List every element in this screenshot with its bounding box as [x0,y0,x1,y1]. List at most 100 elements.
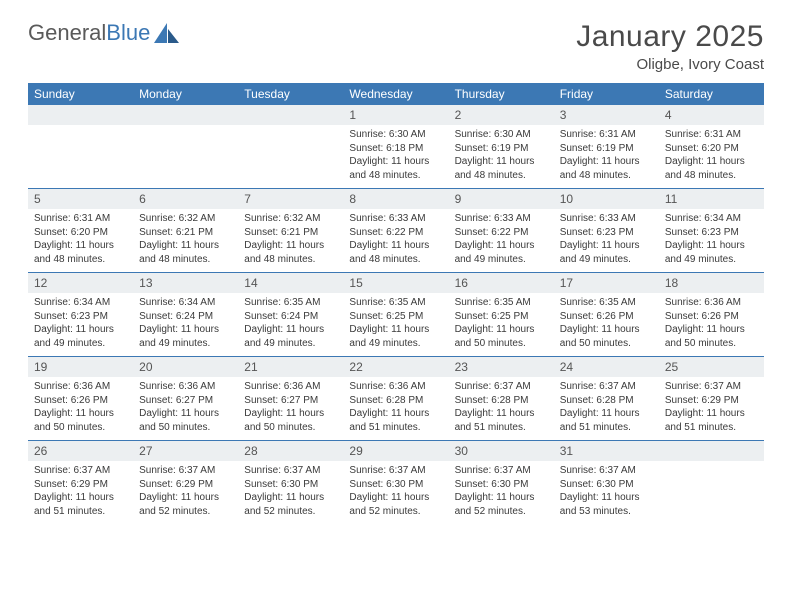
day-number-cell [133,105,238,125]
sunset-line: Sunset: 6:20 PM [665,142,758,156]
sunset-line: Sunset: 6:23 PM [34,310,127,324]
sunrise-line: Sunrise: 6:34 AM [139,296,232,310]
daylight-line: Daylight: 11 hours and 52 minutes. [349,491,442,518]
sunrise-line: Sunrise: 6:37 AM [560,380,653,394]
sunrise-line: Sunrise: 6:33 AM [349,212,442,226]
sunset-line: Sunset: 6:23 PM [560,226,653,240]
sunrise-line: Sunrise: 6:35 AM [244,296,337,310]
day-number-cell: 29 [343,441,448,462]
weekday-header: Thursday [449,83,554,105]
daylight-line: Daylight: 11 hours and 49 minutes. [560,239,653,266]
day-number-cell: 9 [449,189,554,210]
sunrise-line: Sunrise: 6:34 AM [34,296,127,310]
daylight-line: Daylight: 11 hours and 53 minutes. [560,491,653,518]
day-content-cell: Sunrise: 6:33 AMSunset: 6:22 PMDaylight:… [449,209,554,273]
weekday-header: Tuesday [238,83,343,105]
sunrise-line: Sunrise: 6:37 AM [139,464,232,478]
daylight-line: Daylight: 11 hours and 50 minutes. [560,323,653,350]
daylight-line: Daylight: 11 hours and 48 minutes. [455,155,548,182]
day-number-cell: 8 [343,189,448,210]
daylight-line: Daylight: 11 hours and 49 minutes. [455,239,548,266]
sunrise-line: Sunrise: 6:31 AM [34,212,127,226]
sunset-line: Sunset: 6:24 PM [139,310,232,324]
day-content-cell: Sunrise: 6:37 AMSunset: 6:29 PMDaylight:… [133,461,238,524]
sunset-line: Sunset: 6:29 PM [34,478,127,492]
day-content-cell: Sunrise: 6:35 AMSunset: 6:25 PMDaylight:… [449,293,554,357]
logo: GeneralBlue [28,20,180,46]
sunrise-line: Sunrise: 6:31 AM [560,128,653,142]
day-content-cell [28,125,133,189]
day-content-cell: Sunrise: 6:31 AMSunset: 6:20 PMDaylight:… [28,209,133,273]
sunset-line: Sunset: 6:25 PM [349,310,442,324]
sunrise-line: Sunrise: 6:36 AM [665,296,758,310]
sunset-line: Sunset: 6:19 PM [455,142,548,156]
sunrise-line: Sunrise: 6:37 AM [34,464,127,478]
daynum-row: 567891011 [28,189,764,210]
sunset-line: Sunset: 6:19 PM [560,142,653,156]
daynum-row: 1234 [28,105,764,125]
day-number-cell: 7 [238,189,343,210]
sunset-line: Sunset: 6:18 PM [349,142,442,156]
sunset-line: Sunset: 6:24 PM [244,310,337,324]
sunrise-line: Sunrise: 6:35 AM [560,296,653,310]
day-content-cell: Sunrise: 6:35 AMSunset: 6:24 PMDaylight:… [238,293,343,357]
daylight-line: Daylight: 11 hours and 49 minutes. [139,323,232,350]
daylight-line: Daylight: 11 hours and 48 minutes. [349,239,442,266]
sunrise-line: Sunrise: 6:37 AM [455,464,548,478]
day-number-cell: 31 [554,441,659,462]
sunrise-line: Sunrise: 6:37 AM [665,380,758,394]
sunrise-line: Sunrise: 6:34 AM [665,212,758,226]
day-content-cell: Sunrise: 6:34 AMSunset: 6:23 PMDaylight:… [659,209,764,273]
day-number-cell: 20 [133,357,238,378]
sunrise-line: Sunrise: 6:33 AM [560,212,653,226]
day-content-cell: Sunrise: 6:37 AMSunset: 6:30 PMDaylight:… [449,461,554,524]
weekday-header: Monday [133,83,238,105]
sunrise-line: Sunrise: 6:36 AM [349,380,442,394]
day-content-cell: Sunrise: 6:33 AMSunset: 6:23 PMDaylight:… [554,209,659,273]
day-content-cell: Sunrise: 6:36 AMSunset: 6:26 PMDaylight:… [28,377,133,441]
day-content-cell: Sunrise: 6:35 AMSunset: 6:25 PMDaylight:… [343,293,448,357]
sunset-line: Sunset: 6:30 PM [349,478,442,492]
sunset-line: Sunset: 6:23 PM [665,226,758,240]
content-row: Sunrise: 6:36 AM Sunset: 6:26 PMDaylight:… [28,377,764,441]
sunset-line: Sunset: 6:30 PM [455,478,548,492]
content-row: Sunrise: 6:34 AMSunset: 6:23 PMDaylight:… [28,293,764,357]
title-block: January 2025 Oligbe, Ivory Coast [576,20,764,73]
day-number-cell: 19 [28,357,133,378]
daylight-line: Daylight: 11 hours and 50 minutes. [34,407,127,434]
daylight-line: Daylight: 11 hours and 49 minutes. [34,323,127,350]
day-number-cell: 17 [554,273,659,294]
day-content-cell [238,125,343,189]
header: GeneralBlue January 2025 Oligbe, Ivory C… [28,20,764,73]
sunrise-line: Sunrise: 6:37 AM [349,464,442,478]
weekday-header: Wednesday [343,83,448,105]
sunset-line: Sunset: 6:26 PM [665,310,758,324]
day-content-cell: Sunrise: 6:37 AMSunset: 6:29 PMDaylight:… [659,377,764,441]
day-number-cell: 12 [28,273,133,294]
day-content-cell: Sunrise: 6:37 AMSunset: 6:28 PMDaylight:… [554,377,659,441]
sunset-line: Sunset: 6:26 PM [560,310,653,324]
weekday-header: Saturday [659,83,764,105]
daylight-line: Daylight: 11 hours and 48 minutes. [34,239,127,266]
daylight-line: Daylight: 11 hours and 48 minutes. [665,155,758,182]
day-number-cell: 1 [343,105,448,125]
daylight-line: Daylight: 11 hours and 49 minutes. [244,323,337,350]
day-content-cell: Sunrise: 6:32 AMSunset: 6:21 PMDaylight:… [133,209,238,273]
daylight-line: Daylight: 11 hours and 50 minutes. [455,323,548,350]
sunset-line: Sunset: 6:26 PM [34,394,127,408]
daynum-row: 12131415161718 [28,273,764,294]
sunrise-line: Sunrise: 6:36 AM [244,380,337,394]
day-number-cell: 24 [554,357,659,378]
sunrise-line: Sunrise: 6:32 AM [139,212,232,226]
day-content-cell [659,461,764,524]
day-number-cell: 10 [554,189,659,210]
day-number-cell: 3 [554,105,659,125]
content-row: Sunrise: 6:30 AMSunset: 6:18 PMDaylight:… [28,125,764,189]
day-number-cell [238,105,343,125]
day-number-cell: 15 [343,273,448,294]
daylight-line: Daylight: 11 hours and 48 minutes. [244,239,337,266]
sunset-line: Sunset: 6:30 PM [244,478,337,492]
day-number-cell: 25 [659,357,764,378]
sunrise-line: Sunrise: 6:37 AM [244,464,337,478]
sunrise-line: Sunrise: 6:32 AM [244,212,337,226]
